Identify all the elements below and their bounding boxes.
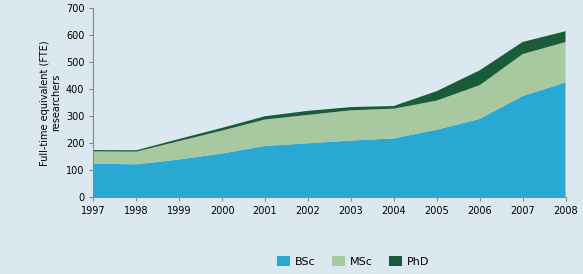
- Legend: BSc, MSc, PhD: BSc, MSc, PhD: [272, 252, 434, 271]
- Y-axis label: Full-time equivalent (FTE)
researchers: Full-time equivalent (FTE) researchers: [40, 40, 62, 165]
